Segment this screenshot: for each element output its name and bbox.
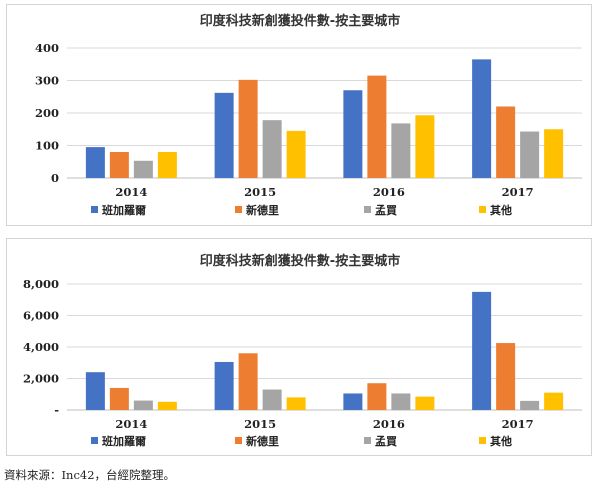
bar xyxy=(214,92,234,178)
bar xyxy=(133,160,153,178)
legend-label: 新德里 xyxy=(246,203,279,217)
bar xyxy=(544,129,564,178)
x-category-label: 2014 xyxy=(115,417,147,431)
legend-swatch xyxy=(479,437,486,444)
chart-title: 印度科技新創獲投件數-按主要城市 xyxy=(200,13,400,29)
chart-panel-1: 印度科技新創獲投件數-按主要城市 0 100 200 300 400 2014 2015 201… xyxy=(6,4,592,226)
bar xyxy=(415,396,435,410)
legend-swatch xyxy=(91,206,98,213)
legend-swatch xyxy=(235,437,242,444)
y-tick-label: 100 xyxy=(35,139,59,153)
y-tick-label: 400 xyxy=(35,41,59,55)
y-tick-label: 2,000 xyxy=(23,372,59,386)
legend-swatch xyxy=(479,206,486,213)
legend-label: 其他 xyxy=(490,203,512,217)
bar xyxy=(496,106,516,178)
x-category-label: 2015 xyxy=(244,185,276,199)
legend-swatch xyxy=(364,437,371,444)
y-tick-label: - xyxy=(54,403,59,417)
bar xyxy=(286,130,306,178)
x-category-label: 2014 xyxy=(115,185,147,199)
bar xyxy=(262,389,282,410)
bar xyxy=(367,75,387,178)
bar xyxy=(109,152,129,178)
chart-panel-2: 印度科技新創獲投件數-按主要城市 - 2,000 4,000 6,000 8,000 201… xyxy=(6,238,592,456)
bar xyxy=(472,291,492,410)
bar xyxy=(391,123,411,178)
bar xyxy=(214,361,234,410)
y-tick-label: 0 xyxy=(51,171,59,185)
x-category-label: 2015 xyxy=(244,417,276,431)
bar xyxy=(85,372,105,410)
bar xyxy=(415,115,435,178)
bar xyxy=(343,393,363,410)
x-category-label: 2016 xyxy=(373,417,405,431)
bar xyxy=(544,392,564,410)
bar xyxy=(157,152,177,178)
chart-title: 印度科技新創獲投件數-按主要城市 xyxy=(200,253,400,269)
bar xyxy=(472,59,492,178)
legend-label: 班加羅爾 xyxy=(102,203,146,217)
bar xyxy=(133,400,153,410)
y-tick-label: 4,000 xyxy=(23,340,59,354)
bar xyxy=(238,79,258,178)
bar xyxy=(85,147,105,178)
x-category-label: 2017 xyxy=(502,185,534,199)
y-tick-label: 200 xyxy=(35,106,59,120)
bar xyxy=(157,401,177,410)
legend-label: 孟買 xyxy=(375,434,397,448)
bar xyxy=(109,387,129,410)
legend-label: 新德里 xyxy=(246,434,279,448)
bar xyxy=(391,393,411,410)
chart-1: 印度科技新創獲投件數-按主要城市 0 100 200 300 400 2014 2015 201… xyxy=(35,13,582,217)
legend-swatch xyxy=(364,206,371,213)
legend-label: 班加羅爾 xyxy=(102,434,146,448)
legend-swatch xyxy=(235,206,242,213)
legend-swatch xyxy=(91,437,98,444)
legend-label: 孟買 xyxy=(375,203,397,217)
source-note: 資料來源：Inc42，台經院整理。 xyxy=(4,468,176,482)
bar xyxy=(286,397,306,410)
bar xyxy=(343,90,363,178)
x-category-label: 2017 xyxy=(502,417,534,431)
bar xyxy=(496,343,516,410)
chart-2: 印度科技新創獲投件數-按主要城市 - 2,000 4,000 6,000 8,000 201… xyxy=(23,253,582,448)
bar xyxy=(520,131,540,178)
x-category-label: 2016 xyxy=(373,185,405,199)
bar xyxy=(520,400,540,410)
y-tick-label: 300 xyxy=(35,74,59,88)
y-tick-label: 8,000 xyxy=(23,277,59,291)
bar xyxy=(238,353,258,410)
y-tick-label: 6,000 xyxy=(23,309,59,323)
bar xyxy=(367,383,387,410)
legend-label: 其他 xyxy=(490,434,512,448)
bar xyxy=(262,120,282,178)
